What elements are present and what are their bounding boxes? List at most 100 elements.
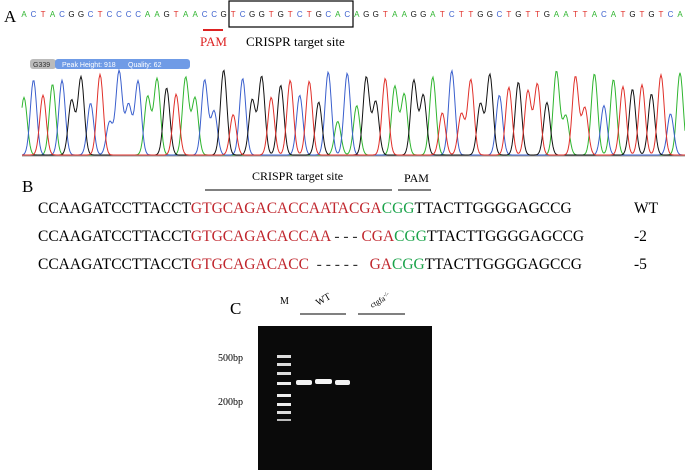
- base: G: [629, 10, 635, 19]
- sequence-row: CCAAGATCCTTACCTGTGCAGACACCAA - - - CGACG…: [38, 228, 584, 245]
- base: T: [582, 10, 587, 19]
- sequence-segment: GTGCAGACACCAA: [191, 228, 332, 245]
- base: G: [411, 10, 417, 19]
- base: A: [392, 10, 398, 19]
- base: T: [41, 10, 46, 19]
- target-label: CRISPR target site: [246, 34, 345, 49]
- base: G: [221, 10, 227, 19]
- target-box: [228, 0, 354, 28]
- base: T: [231, 10, 236, 19]
- base: A: [50, 10, 56, 19]
- base: C: [107, 10, 113, 19]
- base: T: [98, 10, 103, 19]
- base: G: [515, 10, 521, 19]
- base: G: [648, 10, 654, 19]
- base: C: [496, 10, 502, 19]
- base: A: [192, 10, 198, 19]
- genotype-label: -5: [634, 256, 647, 273]
- sequence-row: CCAAGATCCTTACCTGTGCAGACACC - - - - - GAC…: [38, 256, 582, 273]
- base: C: [601, 10, 607, 19]
- panel-label: C: [230, 299, 241, 318]
- alignment: CCAAGATCCTTACCTGTGCAGACACCAATACGACGGTTAC…: [38, 200, 659, 273]
- peak-height: Peak Height: 918: [62, 62, 116, 69]
- pam-label: PAM: [404, 171, 429, 185]
- base: G: [373, 10, 379, 19]
- base: T: [288, 10, 293, 19]
- base: G: [163, 10, 169, 19]
- base: G: [278, 10, 284, 19]
- base: T: [459, 10, 464, 19]
- base: T: [525, 10, 530, 19]
- sequence-segment: GTGCAGACACC: [191, 256, 309, 273]
- size-label: 200bp: [218, 397, 243, 408]
- base: T: [640, 10, 645, 19]
- base: T: [440, 10, 445, 19]
- sequence-segment: CGG: [382, 200, 415, 217]
- base: A: [677, 10, 683, 19]
- sequence-segment: CGG: [392, 256, 425, 273]
- base: T: [174, 10, 179, 19]
- genotype-label: -2: [634, 228, 647, 245]
- base: C: [59, 10, 65, 19]
- lane-label: ctgfa-/-: [369, 291, 392, 310]
- base: A: [145, 10, 151, 19]
- sequence-segment: TTACTTGGGGAGCCG: [425, 256, 582, 273]
- chromatogram: [21, 68, 685, 156]
- trace-T: [22, 72, 685, 156]
- ladder: [277, 355, 291, 421]
- base: C: [240, 10, 246, 19]
- base: G: [363, 10, 369, 19]
- panel-label: B: [22, 177, 33, 196]
- base: T: [573, 10, 578, 19]
- base: C: [135, 10, 141, 19]
- gel: [258, 326, 432, 470]
- base: T: [535, 10, 540, 19]
- base: C: [668, 10, 674, 19]
- base: A: [335, 10, 341, 19]
- size-label: 500bp: [218, 353, 243, 364]
- base: T: [621, 10, 626, 19]
- lane-label: WT: [314, 291, 333, 308]
- sequence-segment: TTACTTGGGGAGCCG: [427, 228, 584, 245]
- trace-C: [21, 68, 685, 156]
- quality: Quality: 62: [128, 62, 162, 69]
- base: G: [249, 10, 255, 19]
- marker-label: M: [280, 296, 289, 307]
- sequence-segment: - - -: [330, 228, 361, 245]
- base: A: [354, 10, 360, 19]
- base: T: [506, 10, 511, 19]
- base: A: [563, 10, 569, 19]
- position: G339: [33, 62, 50, 69]
- base: T: [269, 10, 274, 19]
- base: A: [611, 10, 617, 19]
- base: T: [383, 10, 388, 19]
- base: C: [126, 10, 132, 19]
- base: G: [68, 10, 74, 19]
- info-bar: [55, 59, 190, 69]
- base: A: [592, 10, 598, 19]
- base: C: [31, 10, 37, 19]
- base: A: [402, 10, 408, 19]
- base: G: [487, 10, 493, 19]
- base: C: [116, 10, 122, 19]
- base: G: [420, 10, 426, 19]
- position-badge: [30, 59, 56, 69]
- sequence-segment: - - - - -: [309, 256, 370, 273]
- base: G: [477, 10, 483, 19]
- base: A: [430, 10, 436, 19]
- sequence-segment: CGG: [394, 228, 427, 245]
- base: C: [449, 10, 455, 19]
- base: A: [183, 10, 189, 19]
- base: T: [307, 10, 312, 19]
- base: T: [659, 10, 664, 19]
- sample-bands: [296, 379, 350, 385]
- base: G: [316, 10, 322, 19]
- sequence-row: CCAAGATCCTTACCTGTGCAGACACCAATACGACGGTTAC…: [38, 200, 572, 217]
- genotype-label: WT: [634, 200, 659, 217]
- base: A: [554, 10, 560, 19]
- sequence-segment: GTGCAGACACCAATACGA: [191, 200, 383, 217]
- base: G: [544, 10, 550, 19]
